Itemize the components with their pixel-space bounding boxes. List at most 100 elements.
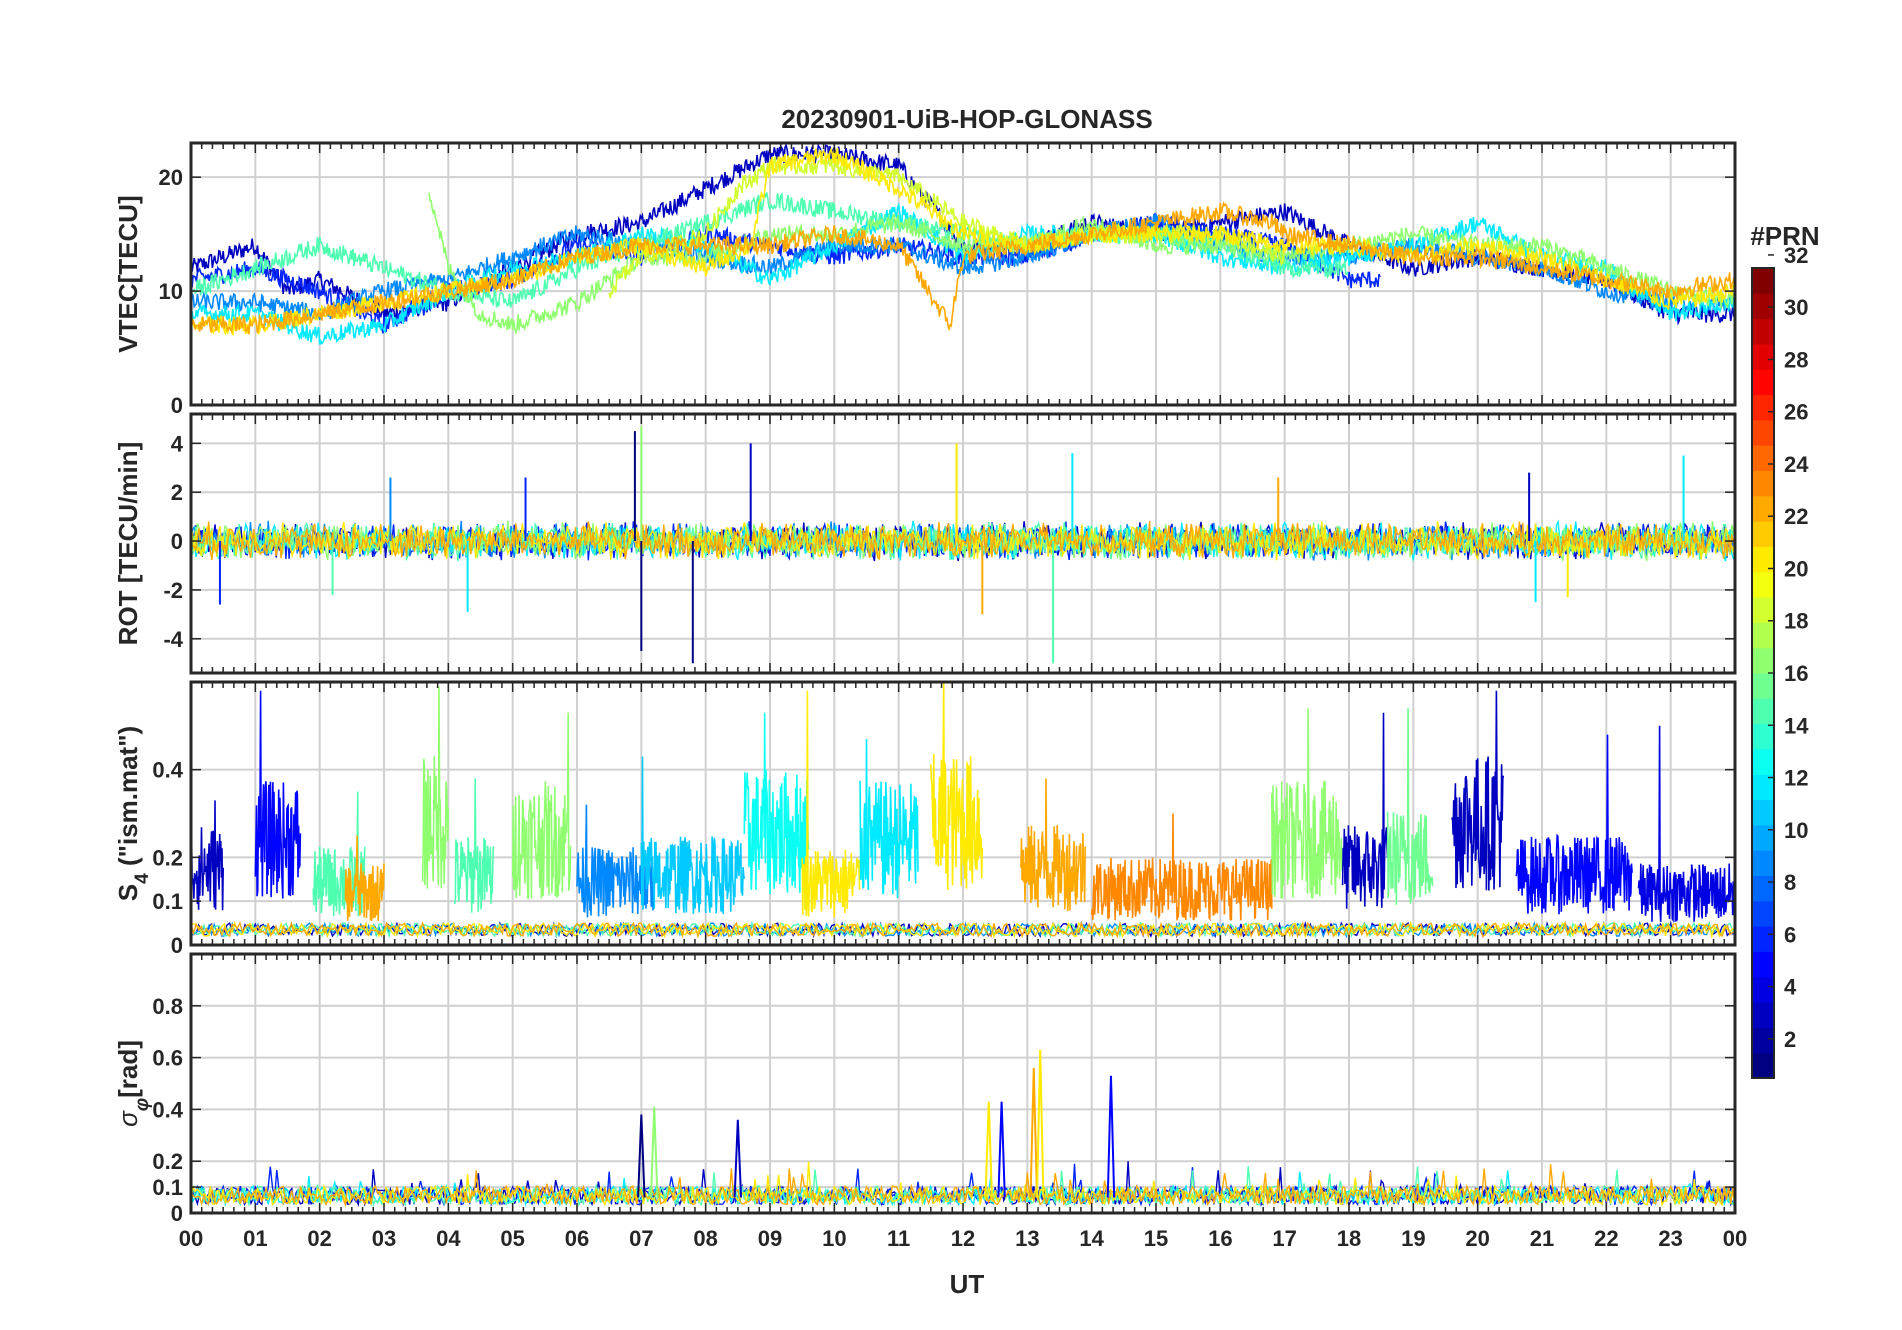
burst-prn-3 — [1451, 690, 1505, 891]
colorbar-segment — [1752, 394, 1774, 421]
x-tick-label: 01 — [243, 1226, 267, 1251]
colorbar-segment — [1752, 723, 1774, 750]
baseline-prn-15 — [191, 920, 1735, 939]
burst-prn-3 — [191, 800, 224, 911]
colorbar-segment — [1752, 774, 1774, 801]
colorbar-tick-label: 12 — [1784, 766, 1808, 791]
colorbar-tick-label: 4 — [1784, 975, 1797, 1000]
burst-prn-23 — [344, 835, 385, 922]
x-tick-label: 07 — [629, 1226, 653, 1251]
y-axis-label: S4 ("ism.mat") — [113, 726, 153, 901]
burst-prn-24 — [1090, 813, 1273, 922]
colorbar-tick-label: 10 — [1784, 818, 1808, 843]
colorbar-title: #PRN — [1750, 221, 1819, 251]
x-axis-label: UT — [950, 1269, 985, 1299]
burst-prn-17 — [1271, 708, 1344, 899]
burst-prn-15 — [312, 791, 366, 917]
colorbar-segment — [1752, 470, 1774, 497]
burst-prn-17 — [511, 712, 572, 899]
colorbar-segment — [1752, 799, 1774, 826]
data-layer — [191, 426, 1735, 664]
burst-prn-4 — [1637, 725, 1735, 923]
y-tick-label: 4 — [171, 431, 184, 456]
y-tick-label: 0.1 — [152, 889, 183, 914]
burst-prn-3 — [1341, 712, 1389, 909]
x-tick-label: 03 — [372, 1226, 396, 1251]
y-tick-label: 0.6 — [152, 1046, 183, 1071]
burst-prn-11 — [640, 756, 746, 915]
colorbar-segment — [1752, 571, 1774, 598]
colorbar-segment — [1752, 698, 1774, 725]
y-axis-label: σφ[rad] — [113, 1040, 153, 1127]
y-tick-label: 0.1 — [152, 1175, 183, 1200]
colorbar-segment — [1752, 673, 1774, 699]
colorbar-tick-label: 28 — [1784, 347, 1808, 372]
burst-prn-21 — [801, 690, 861, 918]
colorbar-segment — [1752, 900, 1774, 927]
series-line-prn-23 — [191, 201, 1735, 335]
spike-prn-5 — [1106, 1075, 1116, 1198]
colorbar-segment — [1752, 875, 1774, 902]
x-tick-label: 19 — [1401, 1226, 1425, 1251]
y-tick-label: 10 — [159, 279, 183, 304]
colorbar-segment — [1752, 369, 1774, 396]
colorbar-segment — [1752, 647, 1774, 674]
x-tick-label: 12 — [951, 1226, 975, 1251]
panel-sigma_phi: 00.10.2 0.4 0.6 0.8 σφ[rad] 00 01 02 03 04 05 06 07 0… — [113, 952, 1747, 1251]
y-tick-label: 0.2 — [152, 845, 183, 870]
y-tick-label: 2 — [171, 480, 183, 505]
x-tick-label: 09 — [758, 1226, 782, 1251]
colorbar-segment — [1752, 951, 1774, 978]
x-tick-label: 05 — [500, 1226, 524, 1251]
y-tick-label: 0 — [171, 1201, 183, 1226]
y-tick-label: -4 — [163, 627, 183, 652]
colorbar-tick-label: 20 — [1784, 556, 1808, 581]
colorbar-segment — [1752, 1027, 1774, 1054]
colorbar-tick-label: 18 — [1784, 609, 1808, 634]
y-tick-label: 0.8 — [152, 994, 183, 1019]
x-tick-label: 00 — [1723, 1226, 1747, 1251]
burst-prn-17 — [421, 686, 450, 889]
colorbar-segment — [1752, 824, 1774, 851]
baseline-prn-23 — [191, 920, 1735, 939]
colorbar-segment — [1752, 597, 1774, 623]
colorbar-tick-label: 14 — [1784, 713, 1809, 738]
spike-prn-3 — [733, 1119, 743, 1198]
spike-prn-5 — [997, 1101, 1006, 1198]
burst-prn-16 — [1386, 708, 1434, 905]
x-tick-label: 10 — [822, 1226, 846, 1251]
spike-prn-1 — [637, 1114, 646, 1198]
x-tick-label: 20 — [1465, 1226, 1489, 1251]
x-tick-label: 02 — [307, 1226, 331, 1251]
burst-prn-21 — [930, 682, 984, 891]
x-tick-label: 13 — [1015, 1226, 1039, 1251]
colorbar-segment — [1752, 622, 1774, 649]
colorbar-segment — [1752, 1052, 1774, 1079]
panel-rot: -4 -2 0 2 4 ROT [TECU/min] — [113, 412, 1737, 675]
colorbar-segment — [1752, 495, 1774, 522]
x-tick-label: 06 — [565, 1226, 589, 1251]
x-tick-label: 15 — [1144, 1226, 1168, 1251]
series-line-prn-21 — [191, 521, 1735, 561]
burst-prn-5 — [254, 690, 302, 899]
y-tick-label: -2 — [163, 578, 183, 603]
y-tick-label: 0.2 — [152, 1149, 183, 1174]
spike-prn-21 — [984, 1101, 993, 1198]
y-tick-label: 0 — [171, 529, 183, 554]
y-tick-label: 20 — [159, 165, 183, 190]
x-tick-label: 22 — [1594, 1226, 1618, 1251]
panel-s4: 0 0.1 0.2 0.4S4 ("ism.mat") — [113, 680, 1737, 958]
colorbar-segment — [1752, 318, 1774, 345]
colorbar-segment — [1752, 1002, 1774, 1028]
colorbar-segment — [1752, 748, 1774, 775]
colorbar-tick-label: 16 — [1784, 661, 1808, 686]
y-axis-label: VTEC[TECU] — [113, 195, 143, 352]
colorbar-tick-label: 24 — [1784, 452, 1809, 477]
colorbar-segment — [1752, 445, 1774, 471]
colorbar-segment — [1752, 546, 1774, 573]
y-axis-label: ROT [TECU/min] — [113, 442, 143, 646]
colorbar-segment — [1752, 926, 1774, 952]
y-tick-label: 0 — [171, 393, 183, 418]
